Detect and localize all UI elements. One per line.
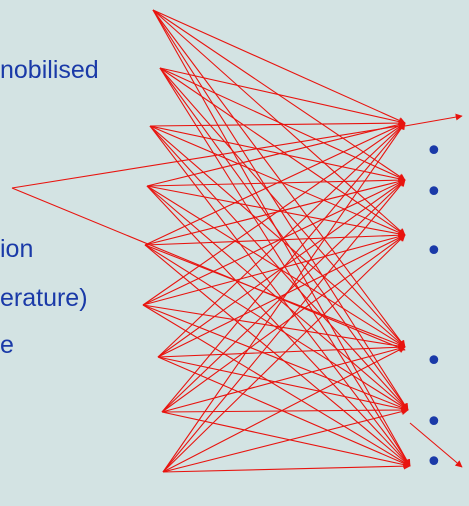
connection-line-33 — [142, 304, 406, 350]
connection-line-29 — [144, 244, 411, 467]
connection-line-left-upper — [11, 122, 406, 189]
connection-line-24 — [144, 122, 406, 246]
connection-line-46 — [161, 406, 409, 414]
connection-line-47 — [161, 411, 411, 469]
connection-line-12 — [149, 119, 406, 127]
connection-line-25 — [144, 178, 406, 246]
bullet-6: • — [425, 445, 443, 480]
connection-line-13 — [149, 125, 406, 183]
connection-line-3 — [152, 9, 406, 348]
connection-line-20 — [146, 185, 406, 238]
connection-line-8 — [159, 67, 406, 236]
connection-line-48 — [162, 122, 406, 473]
connection-line-14 — [149, 125, 406, 236]
connection-line-35 — [142, 304, 411, 467]
connection-line-37 — [157, 179, 406, 358]
connection-line-38 — [157, 234, 406, 358]
bullet-1: • — [425, 134, 443, 169]
connection-line-23 — [146, 185, 411, 467]
connection-line-49 — [162, 179, 406, 473]
connection-line-44 — [161, 234, 406, 413]
connection-line-26 — [144, 231, 406, 246]
connection-line-43 — [161, 179, 406, 413]
bullet-5: • — [425, 405, 443, 440]
bullet-2: • — [425, 175, 443, 210]
connection-line-50 — [162, 234, 406, 473]
connection-line-5 — [152, 9, 411, 467]
connection-line-18 — [146, 121, 406, 187]
connection-lines — [11, 9, 463, 473]
label-temperature: erature) — [0, 284, 88, 312]
connection-line-6 — [159, 67, 406, 126]
connection-line-53 — [162, 462, 411, 473]
connection-line-17 — [149, 125, 411, 467]
connection-line-42 — [161, 122, 406, 413]
bullet-3: • — [425, 234, 443, 269]
connection-line-left-lower — [11, 187, 406, 351]
connection-line-30 — [142, 122, 406, 306]
connection-line-15 — [149, 125, 406, 348]
connection-line-21 — [146, 185, 406, 348]
connection-line-39 — [157, 343, 406, 358]
connection-line-32 — [142, 233, 406, 306]
connection-line-45 — [161, 345, 406, 413]
connection-line-31 — [142, 179, 406, 306]
label-ion: ion — [0, 235, 34, 263]
connection-line-40 — [157, 356, 409, 413]
connection-line-0 — [152, 9, 406, 124]
connection-line-51 — [162, 346, 406, 473]
connection-line-34 — [142, 304, 409, 411]
bullet-4: • — [425, 344, 443, 379]
connection-line-52 — [162, 408, 409, 473]
label-immobilised: nobilised — [0, 56, 99, 84]
output-arrow-bottom — [409, 422, 463, 468]
output-arrow-top — [404, 113, 463, 127]
connection-line-36 — [157, 122, 406, 358]
label-e: e — [0, 331, 14, 359]
